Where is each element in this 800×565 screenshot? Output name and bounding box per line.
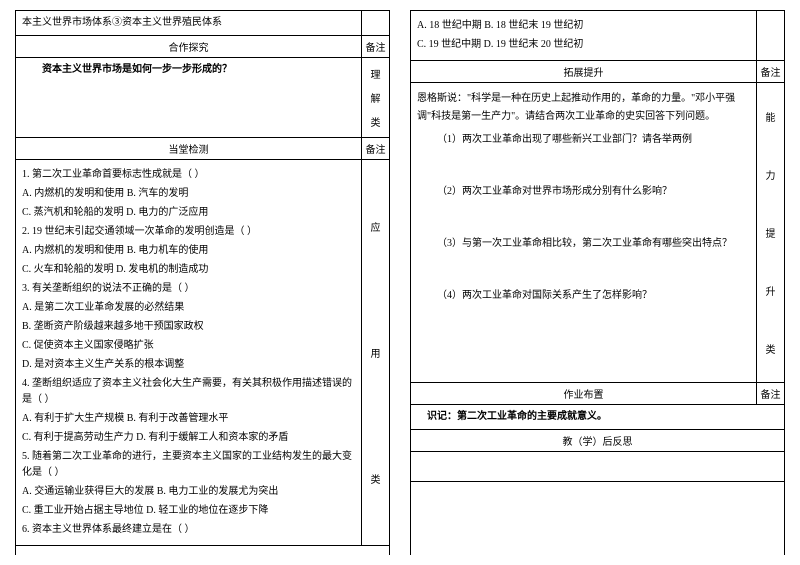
side-char: 类 [371,471,381,486]
side-char: 理 [371,66,381,81]
side-char: 类 [766,341,776,356]
section2-note: 备注 [361,138,389,159]
extend-row: 恩格斯说："科学是一种在历史上起推动作用的，革命的力量。"邓小平强调"科技是第一… [411,83,784,383]
quiz-item: A. 内燃机的发明和使用 B. 汽车的发明 [22,186,355,202]
reflect-body [411,452,784,482]
question-main: 资本主义世界市场是如何一步一步形成的？ [16,58,361,137]
homework-row: 识记：第二次工业革命的主要成就意义。 [411,405,784,430]
reflect-blank [411,452,784,481]
options-main: A. 18 世纪中期 B. 18 世纪末 19 世纪初 C. 19 世纪中期 D… [411,11,756,60]
quiz-main: 1. 第二次工业革命首要标志性成就是（ ） A. 内燃机的发明和使用 B. 汽车… [16,160,361,545]
side-char: 提 [766,225,776,240]
quiz-item: C. 促使资本主义国家侵略扩张 [22,338,355,354]
quiz-item: A. 交通运输业获得巨大的发展 B. 电力工业的发展尤为突出 [22,484,355,500]
section4-header: 作业布置 备注 [411,383,784,405]
quiz-item: B. 垄断资产阶级越来越多地干预国家政权 [22,319,355,335]
quiz-item: C. 重工业开始占据主导地位 D. 轻工业的地位在逐步下降 [22,503,355,519]
section2-header: 当堂检测 备注 [16,138,389,160]
side-char: 解 [371,90,381,105]
section3-note: 备注 [756,61,784,82]
right-column: A. 18 世纪中期 B. 18 世纪末 19 世纪初 C. 19 世纪中期 D… [410,10,785,555]
quiz-item: A. 内燃机的发明和使用 B. 电力机车的使用 [22,243,355,259]
section1-title: 合作探究 [16,36,361,57]
quiz-item: 3. 有关垄断组织的说法不正确的是（ ） [22,281,355,297]
side-char: 能 [766,109,776,124]
quiz-item: 1. 第二次工业革命首要标志性成就是（ ） [22,167,355,183]
options-side [756,11,784,60]
left-column: 本主义世界市场体系③资本主义世界殖民体系 合作探究 备注 资本主义世界市场是如何… [15,10,390,555]
extend-intro: 恩格斯说："科学是一种在历史上起推动作用的，革命的力量。"邓小平强调"科技是第一… [417,90,750,126]
section1-note: 备注 [361,36,389,57]
section1-header: 合作探究 备注 [16,36,389,58]
quiz-item: A. 有利于扩大生产规模 B. 有利于改善管理水平 [22,411,355,427]
quiz-item: A. 是第二次工业革命发展的必然结果 [22,300,355,316]
question-row: 资本主义世界市场是如何一步一步形成的？ 理 解 类 [16,58,389,138]
side-char: 用 [371,345,381,360]
quiz-row: 1. 第二次工业革命首要标志性成就是（ ） A. 内燃机的发明和使用 B. 汽车… [16,160,389,546]
extend-q: （1）两次工业革命出现了哪些新兴工业部门？请各举两例 [417,132,750,148]
top-line-side [361,11,389,35]
section4-title: 作业布置 [411,383,756,404]
quiz-item: D. 是对资本主义生产关系的根本调整 [22,357,355,373]
side-char: 应 [371,219,381,234]
extend-q: （4）两次工业革命对国际关系产生了怎样影响？ [417,288,750,304]
top-line: 本主义世界市场体系③资本主义世界殖民体系 [16,11,361,35]
extend-side: 能 力 提 升 类 [756,83,784,382]
option-line: C. 19 世纪中期 D. 19 世纪末 20 世纪初 [417,37,750,53]
section3-header: 拓展提升 备注 [411,61,784,83]
extend-q: （3）与第一次工业革命相比较，第二次工业革命有哪些突出特点？ [417,236,750,252]
section2-title: 当堂检测 [16,138,361,159]
side-char: 力 [766,167,776,182]
section3-title: 拓展提升 [411,61,756,82]
question-side: 理 解 类 [361,58,389,137]
quiz-item: 5. 随着第二次工业革命的进行，主要资本主义国家的工业结构发生的最大变化是（ ） [22,449,355,481]
side-char: 类 [371,114,381,129]
quiz-item: 6. 资本主义世界体系最终建立是在（ ） [22,522,355,538]
extend-main: 恩格斯说："科学是一种在历史上起推动作用的，革命的力量。"邓小平强调"科技是第一… [411,83,756,382]
quiz-side: 应 用 类 [361,160,389,545]
homework-text: 识记：第二次工业革命的主要成就意义。 [411,405,784,429]
quiz-item: C. 蒸汽机和轮船的发明 D. 电力的广泛应用 [22,205,355,221]
quiz-item: C. 火车和轮船的发明 D. 发电机的制造成功 [22,262,355,278]
quiz-item: 2. 19 世纪末引起交通领域一次革命的发明创造是（ ） [22,224,355,240]
options-row: A. 18 世纪中期 B. 18 世纪末 19 世纪初 C. 19 世纪中期 D… [411,11,784,61]
option-line: A. 18 世纪中期 B. 18 世纪末 19 世纪初 [417,18,750,34]
quiz-item: 4. 垄断组织适应了资本主义社会化大生产需要，有关其积极作用描述错误的是（ ） [22,376,355,408]
section4-note: 备注 [756,383,784,404]
quiz-item: C. 有利于提高劳动生产力 D. 有利于缓解工人和资本家的矛盾 [22,430,355,446]
question-bold: 资本主义世界市场是如何一步一步形成的？ [22,62,355,78]
side-char: 升 [766,283,776,298]
reflect-title: 教（学）后反思 [411,430,784,452]
top-line-row: 本主义世界市场体系③资本主义世界殖民体系 [16,11,389,36]
extend-q: （2）两次工业革命对世界市场形成分别有什么影响？ [417,184,750,200]
